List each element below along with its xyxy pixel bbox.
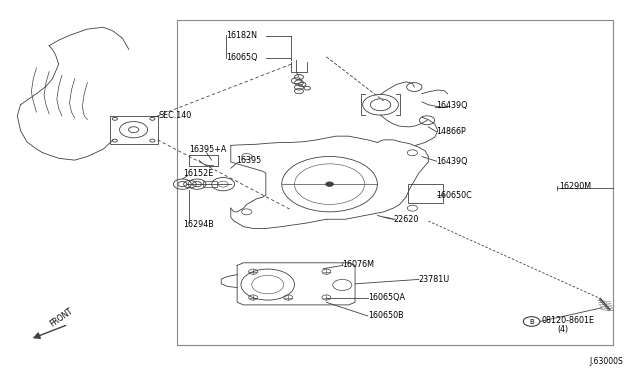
Text: 16439Q: 16439Q [436, 101, 468, 110]
Text: 23781U: 23781U [419, 275, 450, 284]
Text: 14866P: 14866P [436, 127, 467, 136]
Text: 160650C: 160650C [436, 191, 472, 200]
Text: 16290M: 16290M [559, 182, 591, 191]
Bar [109, 116, 157, 144]
Text: 160650B: 160650B [368, 311, 403, 320]
Text: (4): (4) [557, 326, 569, 334]
Bar [408, 184, 443, 203]
Text: 16182N: 16182N [227, 31, 257, 40]
Text: 16076M: 16076M [342, 260, 374, 269]
Bar [203, 181, 217, 187]
Text: 22620: 22620 [394, 215, 419, 224]
Text: FRONT: FRONT [49, 306, 75, 328]
Text: 16065Q: 16065Q [227, 53, 258, 62]
Circle shape [326, 182, 333, 186]
Text: 16065QA: 16065QA [368, 294, 404, 302]
Text: SEC.140: SEC.140 [159, 111, 192, 121]
Text: B: B [529, 318, 534, 324]
Text: 08120-8601E: 08120-8601E [541, 316, 595, 325]
Text: 16395+A: 16395+A [189, 145, 227, 154]
Text: 16439Q: 16439Q [436, 157, 468, 166]
Text: J.63000S: J.63000S [589, 357, 623, 366]
Bar [177, 20, 613, 345]
Text: 16294B: 16294B [183, 220, 214, 229]
Circle shape [524, 317, 540, 326]
Text: 16395: 16395 [236, 155, 261, 165]
Text: 16152E: 16152E [183, 169, 213, 177]
